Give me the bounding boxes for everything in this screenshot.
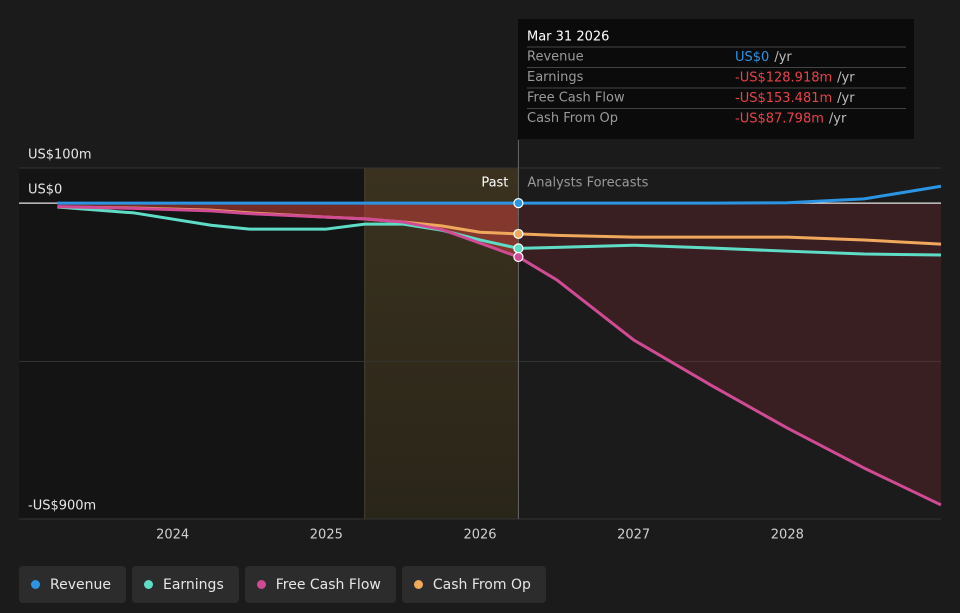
tooltip-value: -US$153.481m/yr <box>735 91 855 106</box>
forecast-label: Analysts Forecasts <box>527 176 648 191</box>
y-tick-label: -US$900m <box>28 499 96 514</box>
legend-swatch <box>31 580 40 589</box>
series-line <box>57 205 942 507</box>
tooltip-unit: /yr <box>829 111 847 126</box>
legend-item[interactable]: Revenue <box>19 566 126 603</box>
legend: Revenue Earnings Free Cash Flow Cash From O… <box>19 566 546 603</box>
marker <box>513 198 524 209</box>
tooltip-value: -US$128.918m/yr <box>735 70 855 85</box>
x-tick-label: 2025 <box>310 528 343 543</box>
chart: US$100m US$0 -US$900m 2024 2025 2026 2027 2028 P… <box>19 19 942 543</box>
legend-swatch <box>256 580 266 589</box>
x-tick-label: 2028 <box>771 528 804 543</box>
history-bg <box>19 168 364 519</box>
tooltip-unit: /yr <box>774 50 792 65</box>
marker <box>513 228 524 240</box>
x-tick-label: 2027 <box>617 528 650 543</box>
fcf-area <box>57 203 941 505</box>
tooltip-value: -US$87.798m/yr <box>735 111 847 126</box>
marker <box>513 251 524 263</box>
legend-label: Cash From Op <box>432 576 531 593</box>
x-tick-label: 2026 <box>463 528 496 543</box>
legend-item[interactable]: Free Cash Flow <box>244 566 396 603</box>
tooltip-number: -US$87.798m <box>735 111 824 126</box>
tooltip-unit: /yr <box>837 91 855 106</box>
tooltip-label: Earnings <box>527 70 584 85</box>
tooltip-date: Mar 31 2026 <box>527 30 609 45</box>
legend-item[interactable]: Earnings <box>131 566 239 603</box>
y-tick-label: US$0 <box>28 183 62 198</box>
tooltip-label: Free Cash Flow <box>527 91 625 106</box>
marker <box>513 243 524 254</box>
x-tick-label: 2024 <box>156 528 189 543</box>
legend-item[interactable]: Cash From Op <box>401 566 546 603</box>
tooltip-bg <box>518 19 914 139</box>
legend-label: Free Cash Flow <box>275 576 381 593</box>
tooltip-number: -US$153.481m <box>735 91 832 106</box>
series-line <box>57 184 942 205</box>
tooltip-number: US$0 <box>735 50 769 65</box>
tooltip-label: Revenue <box>527 50 584 65</box>
past-label: Past <box>481 176 508 191</box>
tooltip-label: Cash From Op <box>527 111 618 126</box>
legend-swatch <box>413 580 423 589</box>
legend-swatch <box>143 580 153 589</box>
tooltip-number: -US$128.918m <box>735 70 832 85</box>
fcf-past-area <box>57 203 519 257</box>
tooltip-unit: /yr <box>837 70 855 85</box>
y-tick-label: US$100m <box>28 148 92 163</box>
legend-label: Revenue <box>50 576 111 593</box>
legend-label: Earnings <box>162 576 224 593</box>
tooltip-value: US$0/yr <box>735 50 792 65</box>
